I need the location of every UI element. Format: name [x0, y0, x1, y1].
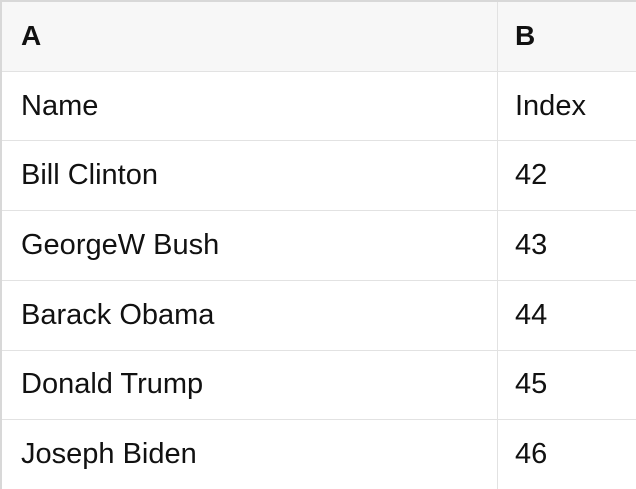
- table-row: Name Index: [2, 71, 636, 142]
- cell-index[interactable]: 44: [515, 298, 548, 331]
- cell-index[interactable]: 45: [515, 368, 548, 401]
- cell-index[interactable]: 43: [515, 229, 548, 262]
- table-row: Joseph Biden 46: [2, 420, 636, 489]
- column-header-b[interactable]: B: [515, 20, 536, 52]
- table-row: Bill Clinton 42: [2, 141, 636, 212]
- table-row: Barack Obama 44: [2, 280, 636, 351]
- cell-index[interactable]: 42: [515, 159, 548, 192]
- cell-name[interactable]: Barack Obama: [2, 280, 498, 350]
- cell-name[interactable]: Joseph Biden: [2, 420, 498, 489]
- table-row: GeorgeW Bush 43: [2, 211, 636, 281]
- cell-name[interactable]: GeorgeW Bush: [2, 211, 498, 280]
- table-row: Donald Trump 45: [2, 350, 636, 421]
- column-header-a[interactable]: A: [2, 2, 498, 71]
- column-header-row: A B: [2, 2, 636, 72]
- cell-name[interactable]: Bill Clinton: [2, 141, 498, 211]
- cell-index[interactable]: Index: [515, 89, 586, 122]
- cell-name[interactable]: Name: [2, 71, 498, 141]
- cell-index[interactable]: 46: [515, 438, 548, 471]
- cell-name[interactable]: Donald Trump: [2, 350, 498, 420]
